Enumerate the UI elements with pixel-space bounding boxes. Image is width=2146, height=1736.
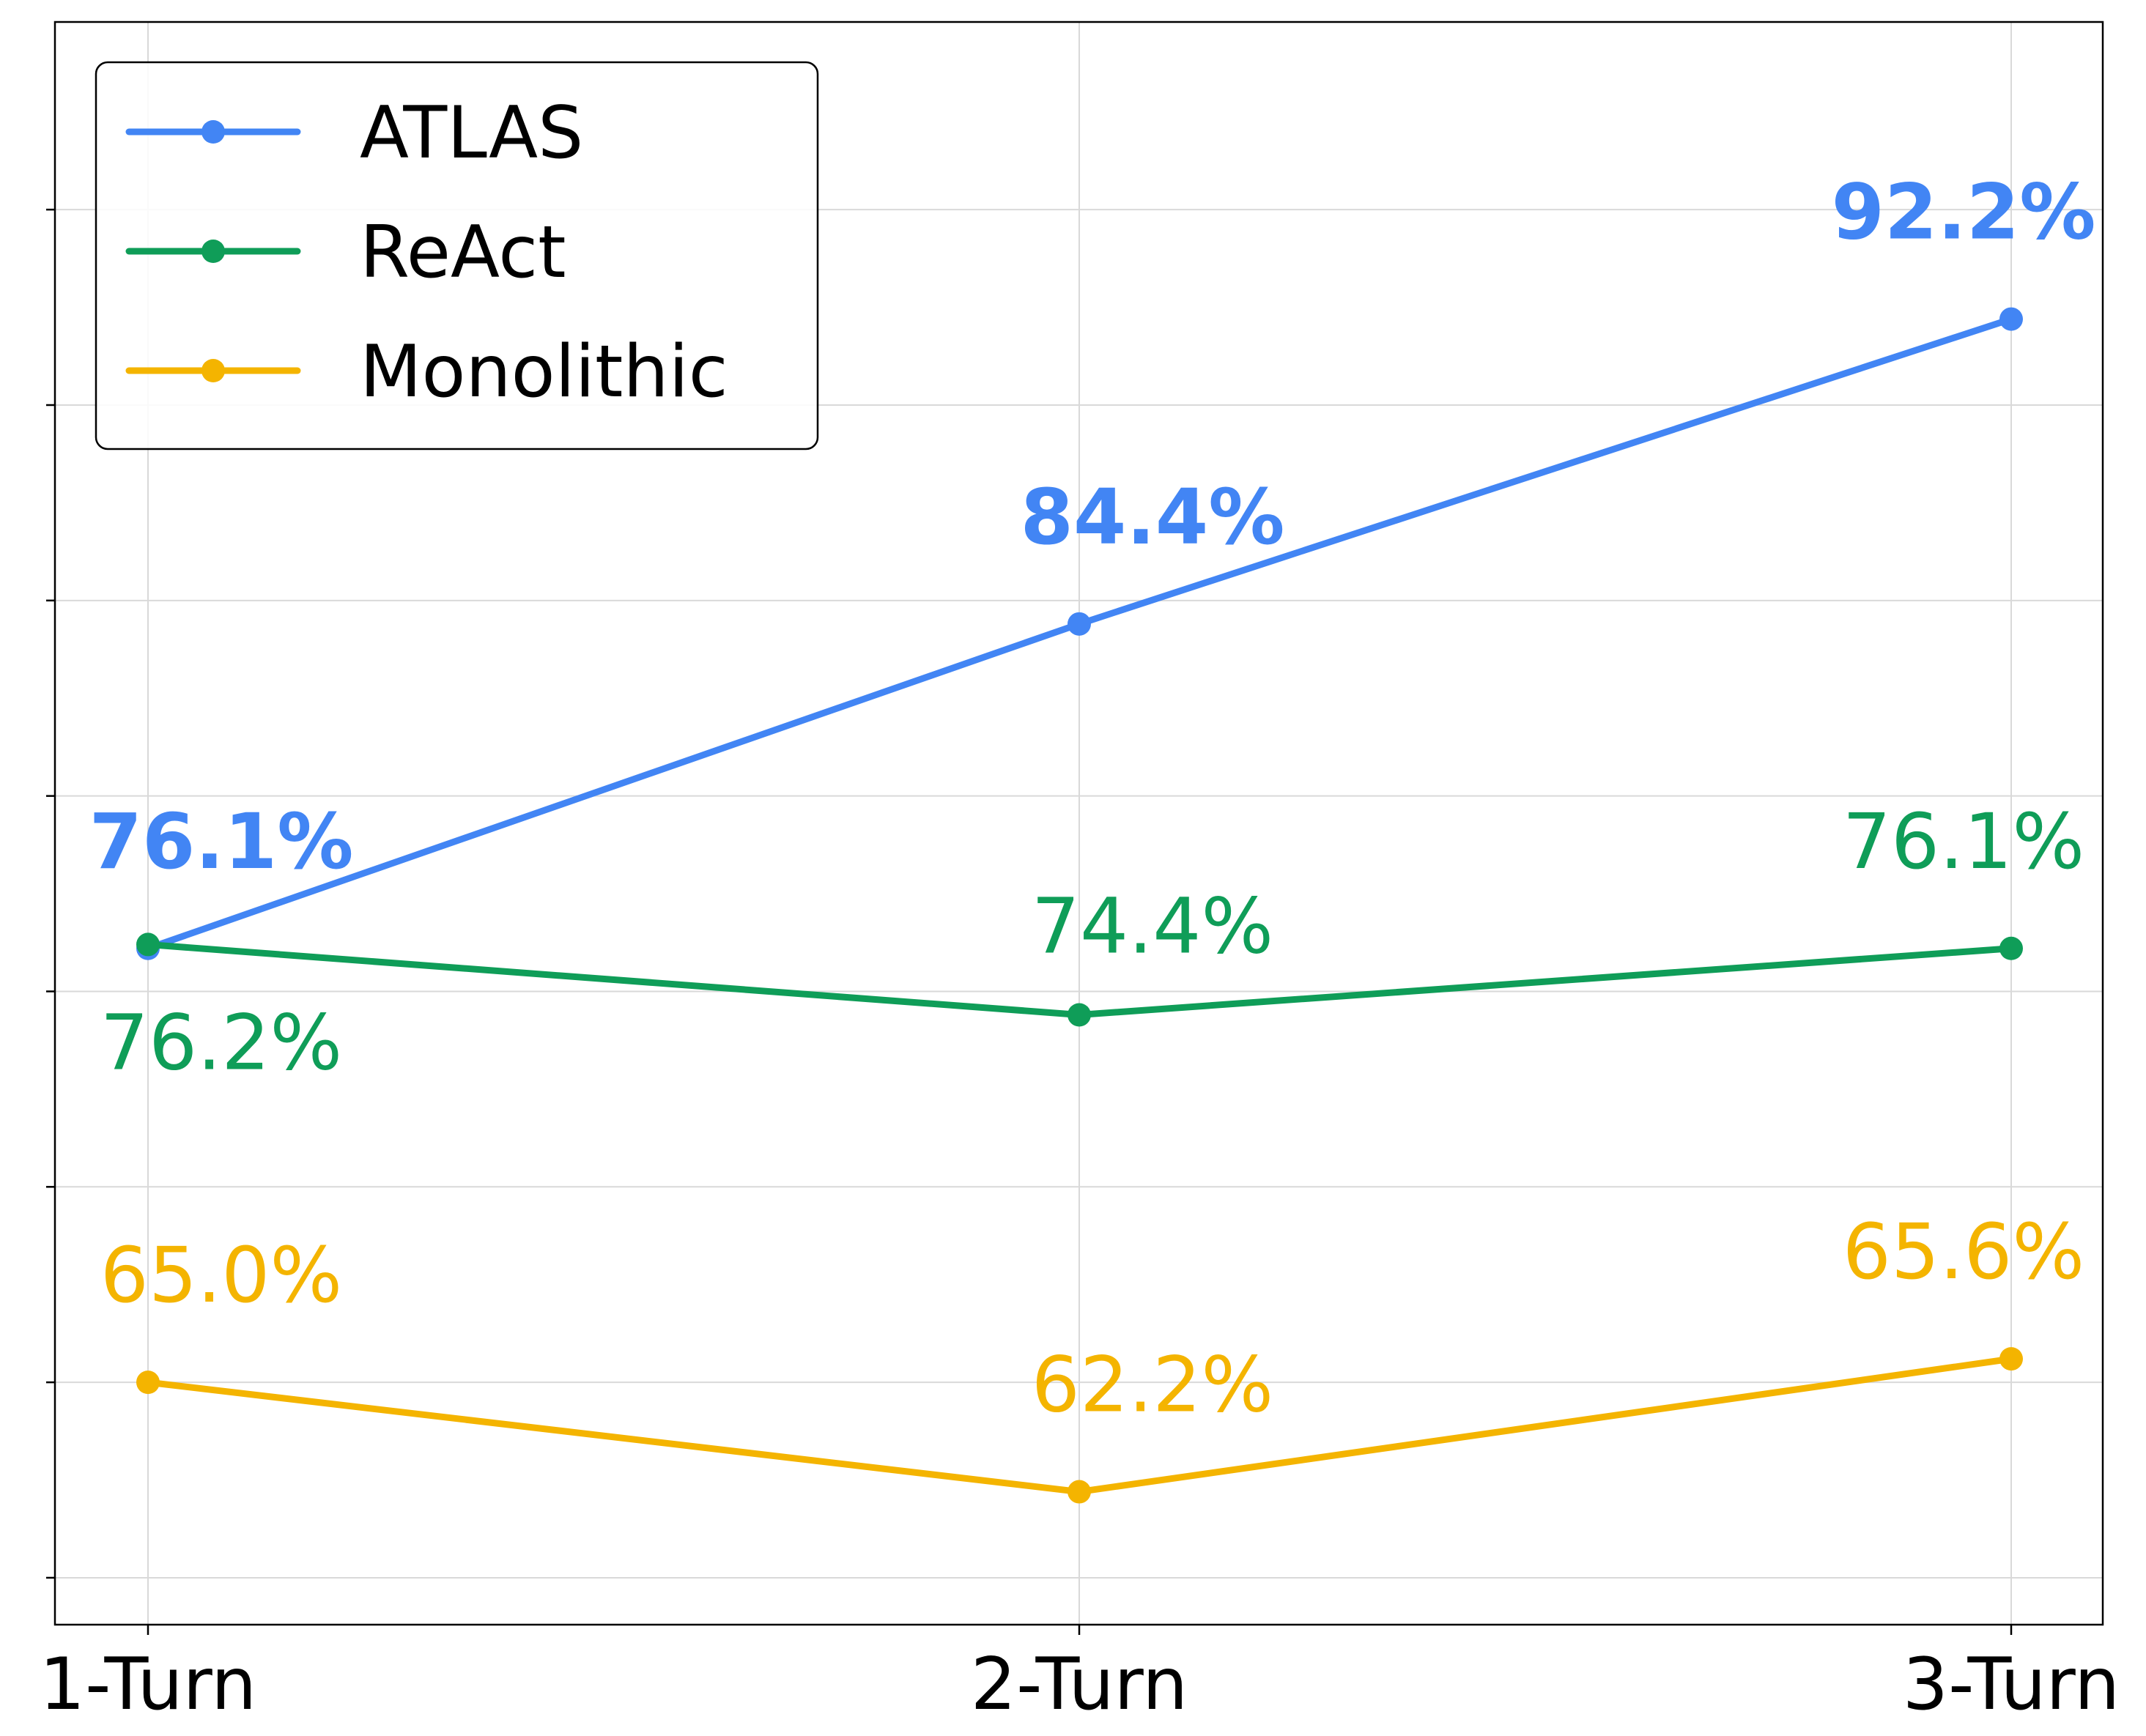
x-tick-label: 1-Turn [40,1643,257,1726]
atlas-point [1999,307,2023,331]
react-data-label: 76.2% [100,998,342,1087]
monolithic-point [1068,1480,1091,1504]
monolithic-data-label: 65.0% [100,1231,342,1320]
monolithic-data-label: 65.6% [1843,1207,2084,1297]
legend: ATLAS ReAct Monolithic [95,61,819,450]
react-point [1999,936,2023,960]
plot-frame [53,21,2104,1626]
x-tick-label: 3-Turn [1903,1643,2120,1726]
axes: 1-Turn 2-Turn 3-Turn [40,21,2120,1726]
monolithic-point [136,1370,160,1395]
monolithic-data-label: 62.2% [1032,1340,1273,1430]
react-legend-marker [201,240,225,263]
atlas-legend-marker [201,120,225,144]
monolithic-point [1999,1347,2023,1371]
react-legend-label: ReAct [360,211,566,294]
react-data-label: 76.1% [1843,797,2084,886]
atlas-data-label: 76.1% [89,797,354,886]
series-plot-area [136,307,2023,1504]
atlas-data-label: 84.4% [1021,472,1285,562]
monolithic-legend-label: Monolithic [360,330,728,414]
react-data-label: 74.4% [1032,881,1273,971]
react-point [1068,1003,1091,1027]
data-labels: 76.1% 84.4% 92.2% 76.2% 74.4% 76.1% 65.0% 62.2%… [89,168,2096,1430]
react-point [136,932,160,957]
atlas-data-label: 92.2% [1832,168,2096,257]
monolithic-legend-marker [201,359,225,382]
legend-box [95,61,819,450]
atlas-point [1068,612,1091,636]
atlas-legend-label: ATLAS [360,92,583,175]
x-tick-label: 2-Turn [971,1643,1188,1726]
